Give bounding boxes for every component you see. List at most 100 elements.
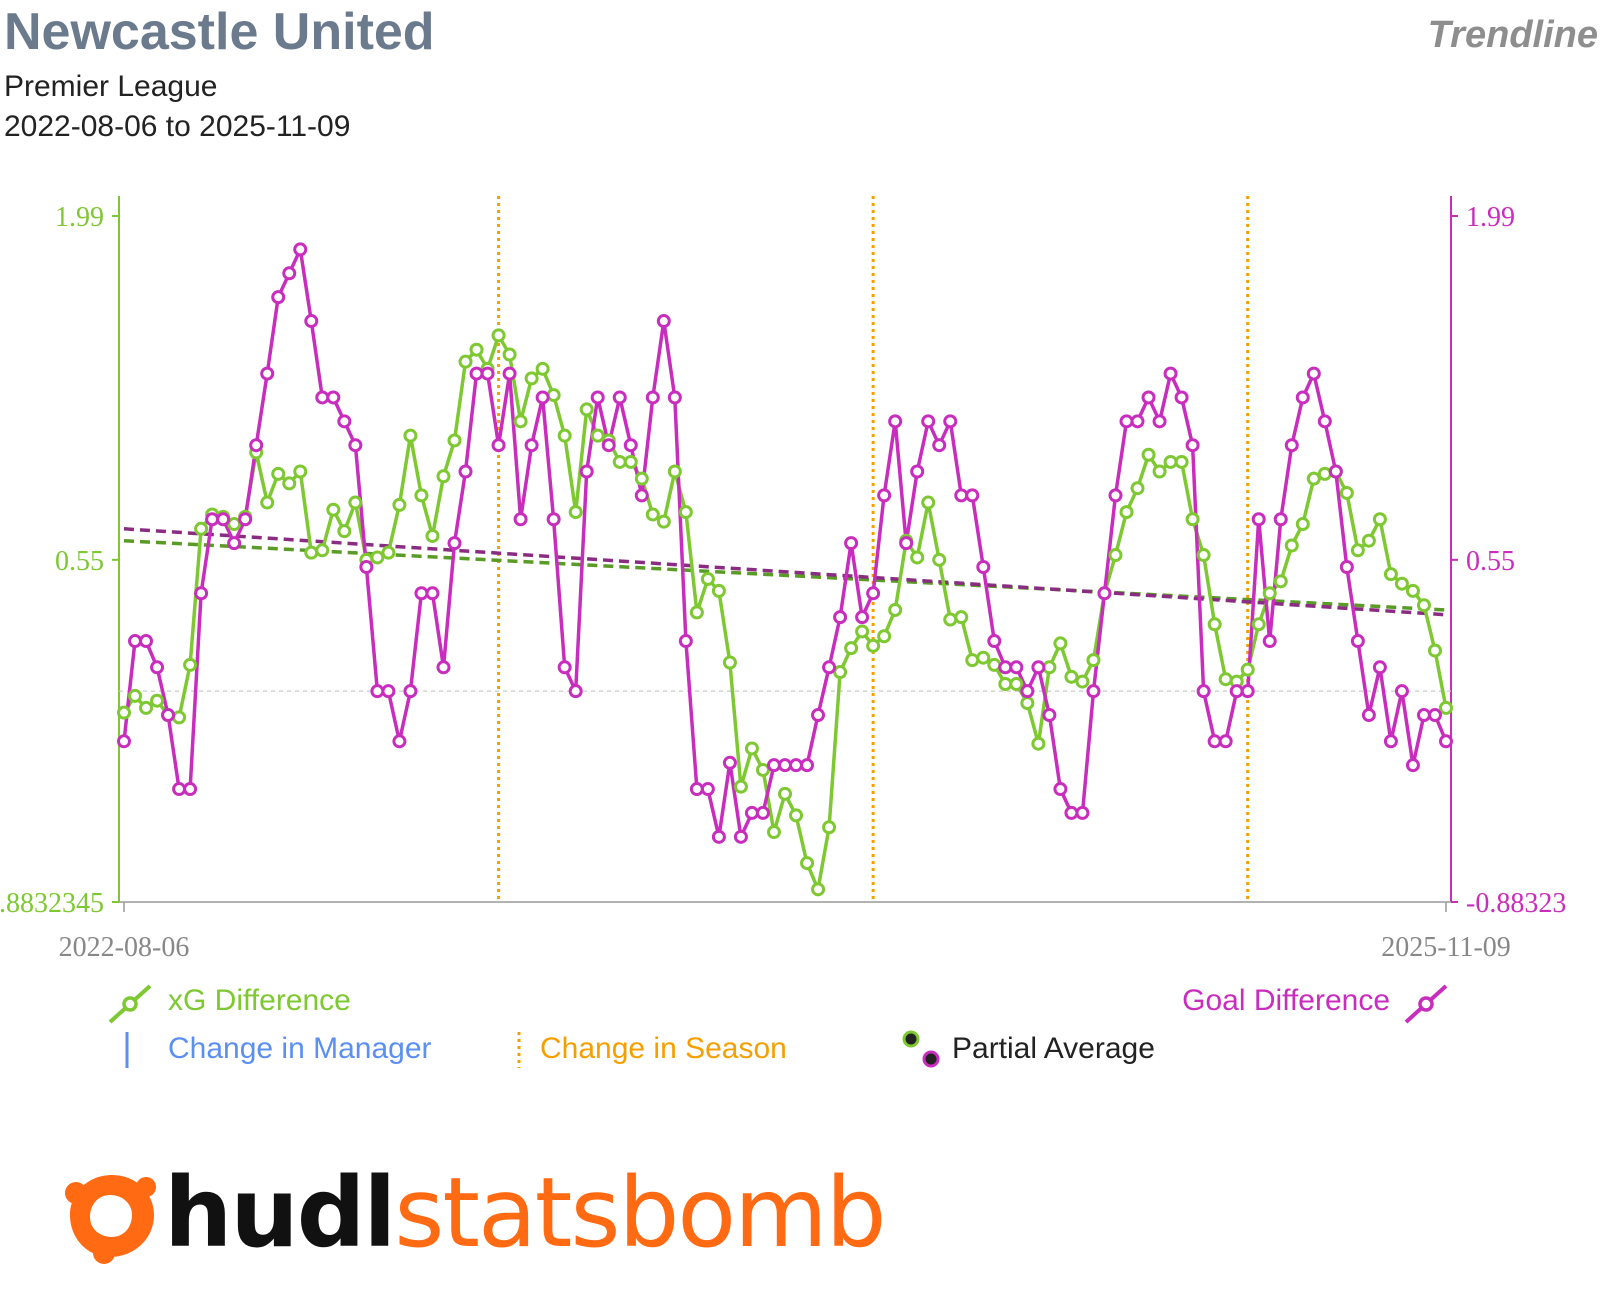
- data-point-xg: [932, 552, 947, 567]
- data-point-goal: [326, 390, 341, 405]
- data-point-goal: [800, 758, 815, 773]
- data-point-goal: [1394, 684, 1409, 699]
- data-point-xg: [491, 328, 506, 343]
- data-point-xg: [1383, 567, 1398, 582]
- data-point-goal: [656, 314, 671, 329]
- data-point-goal: [414, 586, 429, 601]
- data-point-goal: [888, 414, 903, 429]
- legend-partial-dots-icon: [902, 1030, 940, 1068]
- data-point-xg: [458, 354, 473, 369]
- data-point-xg: [733, 779, 748, 794]
- legend-xg-label: xG Difference: [168, 984, 351, 1017]
- data-point-goal: [833, 610, 848, 625]
- data-point-xg: [976, 650, 991, 665]
- data-point-goal: [634, 488, 649, 503]
- data-point-xg: [811, 882, 826, 897]
- data-point-goal: [513, 512, 528, 527]
- data-point-goal: [161, 708, 176, 723]
- data-point-goal: [1284, 438, 1299, 453]
- data-point-xg: [778, 786, 792, 801]
- right-y-tick-label-max: 1.99: [1466, 202, 1515, 233]
- left-y-tick-label-min: -0.8832345: [0, 888, 104, 919]
- data-point-goal: [623, 438, 638, 453]
- logo-wordmark: hudlstatsbomb: [164, 1163, 887, 1263]
- data-point-xg: [1218, 672, 1233, 687]
- data-point-xg: [590, 428, 605, 443]
- data-point-goal: [1317, 414, 1332, 429]
- data-point-goal: [227, 536, 242, 551]
- data-point-xg: [656, 514, 671, 529]
- data-point-xg: [1207, 617, 1222, 632]
- data-point-goal: [458, 464, 473, 479]
- data-point-xg: [546, 388, 561, 403]
- data-point-xg: [645, 507, 660, 522]
- data-point-xg: [1141, 447, 1156, 462]
- data-point-xg: [910, 550, 925, 565]
- data-point-goal: [546, 512, 561, 527]
- data-point-xg: [194, 521, 209, 536]
- data-point-goal: [425, 586, 440, 601]
- data-point-goal: [1427, 708, 1442, 723]
- data-point-goal: [601, 438, 616, 453]
- data-point-xg: [921, 495, 936, 510]
- data-point-xg: [1130, 481, 1145, 496]
- data-point-goal: [822, 660, 837, 675]
- legend-season-line-icon: [517, 1032, 521, 1068]
- data-point-goal: [293, 242, 308, 257]
- data-point-goal: [844, 536, 859, 551]
- data-point-goal: [568, 684, 583, 699]
- data-point-goal: [987, 634, 1002, 649]
- data-point-xg: [150, 693, 165, 708]
- data-point-goal: [1020, 684, 1035, 699]
- data-point-goal: [778, 758, 792, 773]
- data-point-goal: [392, 734, 407, 749]
- data-point-goal: [1240, 684, 1255, 699]
- data-point-goal: [1306, 366, 1321, 381]
- data-point-xg: [370, 550, 385, 565]
- data-point-goal: [1097, 586, 1112, 601]
- data-point-goal: [700, 782, 715, 797]
- data-point-xg: [271, 466, 286, 481]
- data-point-goal: [789, 758, 804, 773]
- data-point-xg: [1350, 543, 1365, 558]
- data-point-xg: [612, 454, 627, 469]
- right-y-tick-label-mid: 0.55: [1466, 546, 1515, 577]
- data-point-goal: [1031, 660, 1046, 675]
- data-point-goal: [932, 438, 947, 453]
- data-point-goal: [954, 488, 969, 503]
- data-point-xg: [469, 342, 484, 357]
- data-point-xg: [502, 347, 517, 362]
- date-range-label: 2022-08-06 to 2025-11-09: [4, 110, 351, 143]
- data-point-goal: [1262, 634, 1277, 649]
- data-point-goal: [524, 438, 539, 453]
- data-point-goal: [447, 536, 462, 551]
- data-point-goal: [535, 390, 550, 405]
- data-point-xg: [392, 497, 407, 512]
- data-point-goal: [1439, 734, 1453, 749]
- data-point-goal: [766, 758, 781, 773]
- data-point-xg: [822, 820, 837, 835]
- trend-lines-layer: [123, 527, 1447, 617]
- data-point-goal: [1251, 512, 1266, 527]
- data-point-goal: [1086, 684, 1101, 699]
- legend-goal-label: Goal Difference: [1182, 984, 1390, 1017]
- data-point-xg: [337, 524, 352, 539]
- data-point-xg: [535, 361, 550, 376]
- data-point-goal: [921, 414, 936, 429]
- legend-xg-line-icon: [108, 984, 152, 1024]
- data-point-goal: [722, 755, 737, 770]
- data-point-xg: [403, 428, 418, 443]
- data-point-goal: [711, 829, 726, 844]
- data-point-xg: [1273, 574, 1288, 589]
- data-point-xg: [1372, 512, 1387, 527]
- data-point-goal: [1383, 734, 1398, 749]
- data-point-xg: [623, 454, 638, 469]
- data-point-xg: [1439, 700, 1453, 715]
- data-point-xg: [128, 688, 143, 703]
- series-layer: [117, 242, 1453, 897]
- data-point-xg: [447, 433, 462, 448]
- axes-layer: [112, 196, 1458, 912]
- data-point-xg: [579, 402, 594, 417]
- data-point-goal: [128, 634, 143, 649]
- data-point-goal: [976, 559, 991, 574]
